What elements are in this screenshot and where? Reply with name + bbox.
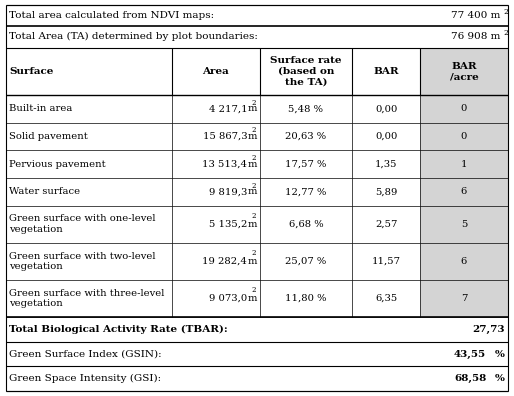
Text: %: % [495, 374, 505, 383]
Text: 9 819,3: 9 819,3 [209, 187, 247, 196]
Text: 6,35: 6,35 [375, 294, 397, 303]
Text: 1: 1 [461, 160, 467, 169]
Text: 2: 2 [251, 126, 256, 135]
Text: 5: 5 [461, 220, 467, 229]
Text: Area: Area [202, 67, 229, 76]
Text: Solid pavement: Solid pavement [9, 132, 88, 141]
Text: 6: 6 [461, 187, 467, 196]
Text: Green surface with one-level
vegetation: Green surface with one-level vegetation [9, 215, 156, 234]
Text: m: m [248, 294, 257, 303]
Text: Water surface: Water surface [9, 187, 80, 196]
Bar [420, 48, 508, 95]
Text: 15 867,3: 15 867,3 [203, 132, 247, 141]
Text: BAR: BAR [373, 67, 399, 76]
Text: 2,57: 2,57 [375, 220, 397, 229]
Bar [420, 178, 508, 206]
Text: Green Space Intensity (GSI):: Green Space Intensity (GSI): [9, 374, 161, 383]
Text: 11,57: 11,57 [372, 257, 401, 266]
Text: m: m [248, 105, 257, 113]
Text: Pervious pavement: Pervious pavement [9, 160, 106, 169]
Text: m: m [248, 132, 257, 141]
Bar [420, 95, 508, 123]
Bar [420, 150, 508, 178]
Text: 0,00: 0,00 [375, 132, 397, 141]
Text: 7: 7 [461, 294, 467, 303]
Text: 2: 2 [251, 182, 256, 190]
Text: m: m [248, 187, 257, 196]
Text: 17,57 %: 17,57 % [285, 160, 326, 169]
Text: 2: 2 [504, 8, 508, 15]
Text: 5,89: 5,89 [375, 187, 397, 196]
Text: 43,55: 43,55 [454, 350, 486, 359]
Text: Total area calculated from NDVI maps:: Total area calculated from NDVI maps: [9, 11, 214, 20]
Text: 76 908 m: 76 908 m [451, 32, 501, 42]
Text: Green Surface Index (GSIN):: Green Surface Index (GSIN): [9, 350, 162, 359]
Text: BAR
/acre: BAR /acre [450, 62, 479, 81]
Text: 12,77 %: 12,77 % [285, 187, 326, 196]
Text: 2: 2 [251, 154, 256, 162]
Text: 27,73: 27,73 [472, 325, 505, 334]
Text: 20,63 %: 20,63 % [285, 132, 326, 141]
Text: 13 513,4: 13 513,4 [202, 160, 247, 169]
Text: 2: 2 [504, 29, 508, 37]
Text: 68,58: 68,58 [454, 374, 486, 383]
Text: Green surface with two-level
vegetation: Green surface with two-level vegetation [9, 251, 156, 271]
Text: m: m [248, 160, 257, 169]
Text: Total Biological Activity Rate (TBAR):: Total Biological Activity Rate (TBAR): [9, 325, 228, 334]
Text: 0,00: 0,00 [375, 105, 397, 113]
Text: 6,68 %: 6,68 % [288, 220, 323, 229]
Text: m: m [248, 257, 257, 266]
Text: 2: 2 [251, 249, 256, 257]
Text: 77 400 m: 77 400 m [451, 11, 501, 20]
Text: 2: 2 [251, 286, 256, 294]
Text: 9 073,0: 9 073,0 [209, 294, 247, 303]
Text: 6: 6 [461, 257, 467, 266]
Text: m: m [248, 220, 257, 229]
Text: 25,07 %: 25,07 % [285, 257, 326, 266]
Text: Surface rate
(based on
the TA): Surface rate (based on the TA) [270, 57, 342, 86]
Text: 11,80 %: 11,80 % [285, 294, 327, 303]
Bar [420, 206, 508, 243]
Bar [420, 243, 508, 280]
Text: 5 135,2: 5 135,2 [209, 220, 247, 229]
Bar [420, 123, 508, 150]
Text: Surface: Surface [9, 67, 53, 76]
Text: 1,35: 1,35 [375, 160, 397, 169]
Text: Built-in area: Built-in area [9, 105, 72, 113]
Text: %: % [495, 350, 505, 359]
Text: 19 282,4: 19 282,4 [203, 257, 247, 266]
Text: Total Area (TA) determined by plot boundaries:: Total Area (TA) determined by plot bound… [9, 32, 258, 42]
Text: 0: 0 [461, 105, 467, 113]
Text: 4 217,1: 4 217,1 [209, 105, 247, 113]
Text: 0: 0 [461, 132, 467, 141]
Text: 5,48 %: 5,48 % [288, 105, 323, 113]
Text: Green surface with three-level
vegetation: Green surface with three-level vegetatio… [9, 289, 164, 308]
Text: 2: 2 [251, 212, 256, 220]
Text: 2: 2 [251, 99, 256, 107]
Bar [420, 280, 508, 317]
